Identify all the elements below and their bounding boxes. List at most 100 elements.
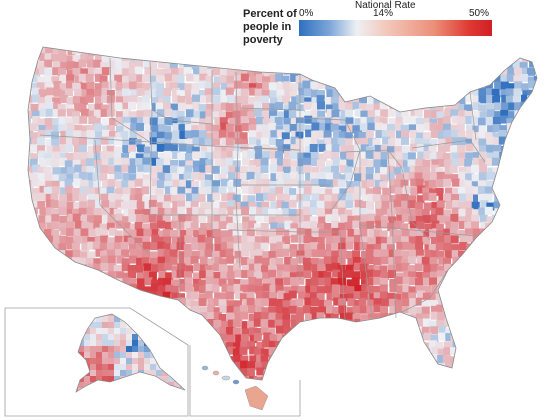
county-cell [44, 153, 53, 162]
county-cell [52, 145, 61, 154]
county-cell [219, 75, 228, 83]
county-cell [262, 130, 270, 139]
county-cell [240, 311, 249, 320]
county-cell [379, 117, 388, 126]
county-cell [255, 95, 264, 104]
county-cell [388, 60, 397, 69]
county-cell [421, 313, 430, 322]
county-cell [360, 271, 369, 280]
county-cell [319, 123, 328, 131]
county-cell [407, 200, 416, 209]
county-cell [407, 335, 416, 344]
county-cell [401, 229, 410, 238]
county-cell [45, 101, 54, 110]
county-cell [478, 318, 487, 327]
county-cell [472, 270, 481, 279]
county-cell [388, 354, 397, 363]
county-cell [282, 314, 291, 323]
county-cell [436, 61, 445, 70]
county-cell [486, 202, 495, 211]
county-cell [528, 117, 537, 126]
county-cell [214, 76, 222, 85]
county-cell [274, 319, 283, 328]
county-cell [521, 67, 530, 76]
county-cell [471, 164, 479, 173]
county-cell [148, 88, 157, 97]
county-cell [178, 325, 187, 334]
county-cell [394, 229, 403, 238]
county-cell [431, 159, 440, 168]
county-cell [445, 333, 454, 342]
county-cell [500, 187, 509, 196]
county-cell [262, 76, 271, 85]
county-cell [317, 377, 326, 380]
county-cell [435, 103, 444, 112]
county-cell [192, 101, 201, 110]
county-cell [65, 383, 73, 391]
county-cell [498, 181, 507, 189]
county-cell [438, 194, 447, 202]
county-cell [45, 215, 54, 224]
county-cell [158, 47, 167, 48]
county-cell [192, 318, 201, 327]
county-cell [388, 257, 397, 266]
county-cell [302, 221, 311, 230]
county-cell [536, 332, 537, 341]
county-cell [522, 215, 531, 224]
alaska-region-cell [114, 394, 121, 401]
county-cell [443, 347, 452, 356]
county-cell [269, 110, 277, 119]
county-cell [241, 270, 250, 279]
alaska-region-cell [120, 394, 127, 401]
county-cell [491, 285, 500, 294]
county-cell [379, 349, 388, 358]
alaska-region-cell [126, 394, 133, 401]
county-cell [93, 258, 102, 267]
county-cell [32, 327, 41, 336]
county-cell [470, 333, 479, 341]
county-cell [260, 173, 269, 182]
county-cell [199, 66, 208, 75]
county-cell [219, 201, 228, 210]
county-cell [466, 368, 475, 376]
county-cell [458, 67, 467, 76]
county-cell [352, 326, 361, 335]
county-cell [170, 67, 179, 76]
county-cell [445, 137, 454, 146]
county-cell [214, 244, 223, 252]
county-cell [324, 229, 333, 238]
county-cell [508, 102, 517, 111]
county-cell [137, 52, 145, 61]
alaska-region-cell [150, 370, 157, 377]
county-cell [248, 277, 257, 285]
alaska-region-cell [162, 340, 169, 347]
county-cell [198, 242, 207, 251]
county-cell [326, 109, 335, 118]
county-cell [514, 248, 523, 257]
county-cell [241, 47, 250, 56]
county-cell [227, 319, 236, 328]
county-cell [533, 76, 537, 84]
county-cell [275, 313, 284, 322]
county-cell [443, 82, 451, 91]
county-cell [528, 151, 537, 160]
county-cell [158, 124, 167, 133]
county-cell [108, 131, 117, 140]
county-cell [325, 123, 333, 132]
county-cell [382, 340, 391, 349]
county-cell [331, 144, 340, 153]
county-cell [43, 186, 52, 195]
alaska-region-cell [174, 352, 181, 359]
alaska-region-cell [180, 328, 185, 335]
county-cell [415, 278, 424, 286]
county-cell [246, 291, 255, 300]
county-cell [256, 193, 264, 202]
county-cell [302, 201, 311, 210]
alaska-region-cell [126, 334, 133, 341]
county-cell [450, 81, 459, 90]
county-cell [28, 55, 31, 63]
county-cell [31, 383, 39, 391]
county-cell [197, 353, 206, 362]
county-cell [319, 153, 327, 162]
county-cell [240, 139, 248, 148]
